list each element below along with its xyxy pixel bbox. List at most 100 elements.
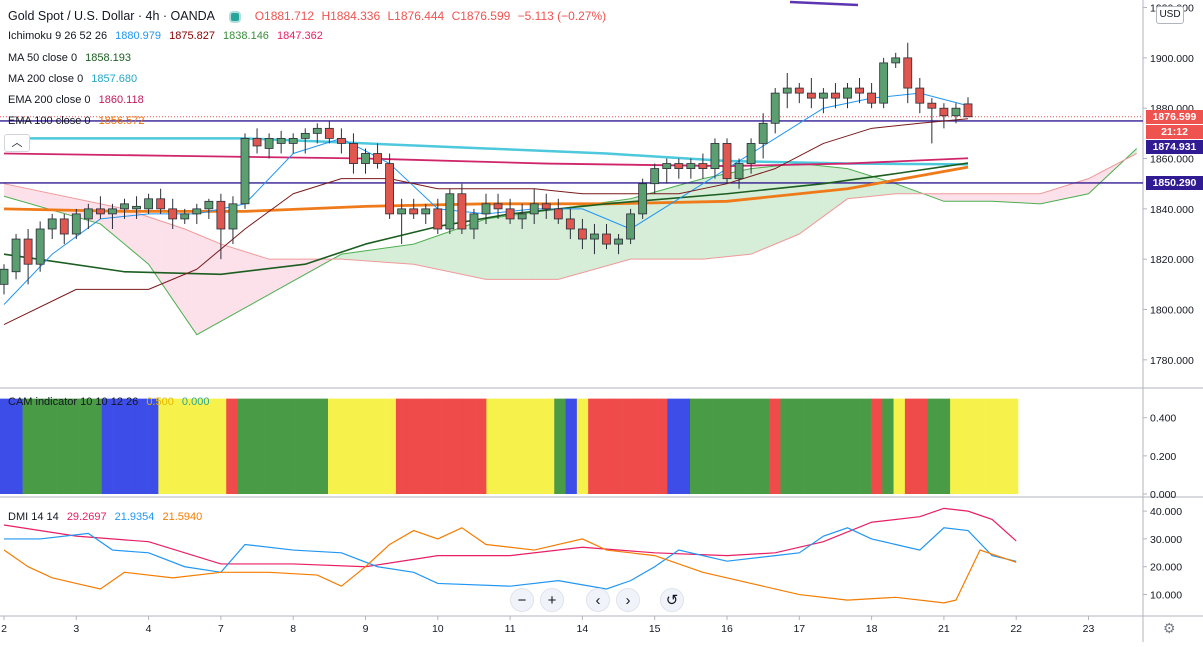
ichimoku-span-a [3,148,1138,336]
indicator-label: MA 200 close 0 [8,73,84,85]
ichimoku-cloud-segment [443,231,450,272]
indicator-label: DMI 14 14 [8,511,59,523]
zoom-out-button[interactable]: − [510,588,534,612]
cam-bar [837,398,849,494]
overlay-line [3,152,969,167]
candle-body [770,92,780,124]
candle-body [481,203,491,215]
chevron-right-icon: › [625,591,631,609]
ichimoku-cloud-segment [672,185,679,260]
ichimoku-cloud-segment [775,165,782,245]
candle-body [650,168,660,185]
candle-body [59,218,69,235]
cam-bar [599,398,612,494]
candle-body [23,238,33,265]
ichimoku-cloud-segment [799,163,806,235]
ichimoku-cloud-segment [498,216,505,280]
cam-bar [938,398,951,494]
ichimoku-cloud-segment [431,235,438,270]
indicator-label: MA 50 close 0 [8,52,78,64]
candle-body [493,203,503,210]
ichimoku-cloud-segment [124,208,131,250]
cam-bar [475,398,487,494]
ichimoku-cloud-segment [52,193,59,212]
ichimoku-cloud-segment [1046,189,1053,203]
candle-body [0,268,9,285]
candle-body [457,193,467,230]
x-tick-label: 3 [73,623,79,635]
candle-body [324,127,334,139]
reset-chart-button[interactable]: ↺ [660,588,684,612]
indicator-label: Ichimoku 9 26 52 26 [8,30,108,42]
dmi-y-tick-label: 20.000 [1150,562,1182,574]
candle-body [758,122,768,144]
currency-button[interactable]: USD [1156,6,1184,24]
indicator-ma50[interactable]: MA 50 close 0 1858.193 [8,51,136,65]
indicator-ema100[interactable]: EMA 100 close 0 1856.572 [8,114,150,128]
candle-body [421,208,431,215]
ichimoku-cloud-segment [907,188,914,194]
indicator-value: 1856.572 [98,115,145,127]
candle-body [541,203,551,210]
cam-bar [961,398,974,494]
ichimoku-cloud-segment [1010,193,1017,203]
minus-icon: − [517,591,527,609]
indicator-ichimoku[interactable]: Ichimoku 9 26 52 26 1880.979 1875.827 18… [8,29,328,43]
candle-body [626,213,635,240]
price-axis-tag: 1874.931 [1146,139,1203,154]
zoom-in-button[interactable]: + [540,588,564,612]
ichimoku-cloud-segment [28,188,35,205]
cam-bar [226,398,238,494]
ichimoku-cloud-segment [70,197,77,218]
ichimoku-cloud-segment [576,205,583,275]
cam-bar [972,398,985,494]
candle-body [734,163,744,180]
cam-bar [610,398,623,494]
cam-bar [509,398,521,494]
ichimoku-cloud-segment [510,214,517,280]
indicator-ma200[interactable]: MA 200 close 0 1857.680 [8,72,142,86]
ichimoku-cloud-segment [467,223,474,277]
indicator-ema200[interactable]: EMA 200 close 0 1860.118 [8,93,149,107]
candle-body [590,233,599,240]
ichimoku-cloud-segment [835,167,842,208]
cam-bar [825,398,838,494]
ichimoku-cloud-segment [1082,178,1089,196]
dmi-legend[interactable]: DMI 14 14 29.2697 21.9354 21.5940 [8,510,207,524]
settings-gear-icon[interactable]: ⚙ [1163,620,1176,636]
candle-body [35,228,45,265]
candle-body [252,137,262,147]
ichimoku-cloud-segment [534,211,541,280]
scroll-right-button[interactable]: › [616,588,640,612]
candle-body [951,107,961,117]
dmi-y-tick-label: 10.000 [1150,590,1182,602]
collapse-legend-button[interactable]: ︿ [4,134,30,152]
candle-body [397,208,407,215]
candle-body [855,87,864,94]
ichimoku-cloud-segment [793,163,800,237]
ichimoku-cloud-segment [528,212,535,280]
scroll-left-button[interactable]: ‹ [586,588,610,612]
ichimoku-cloud-segment [202,236,209,332]
cam-bar [147,398,159,494]
ichimoku-cloud-segment [660,188,667,260]
cam-bar [214,398,227,494]
x-tick-label: 2 [1,623,7,635]
candle-body [144,198,154,210]
x-tick-label: 14 [577,623,589,635]
ichimoku-cloud-segment [841,167,848,204]
ichimoku-cloud-segment [757,167,764,252]
candle-body [517,213,527,220]
cam-bar [859,398,872,494]
ichimoku-cloud-segment [196,234,203,335]
cam-bar [90,398,103,494]
candle-body [674,163,684,169]
candle-body [192,208,202,215]
cam-legend[interactable]: CAM indicator 10 10 12 26 0.500 0.000 [8,395,214,409]
ichimoku-cloud-segment [118,207,125,245]
candle-body [288,137,298,144]
ichimoku-cloud-segment [269,259,276,295]
candle-body [373,153,382,164]
